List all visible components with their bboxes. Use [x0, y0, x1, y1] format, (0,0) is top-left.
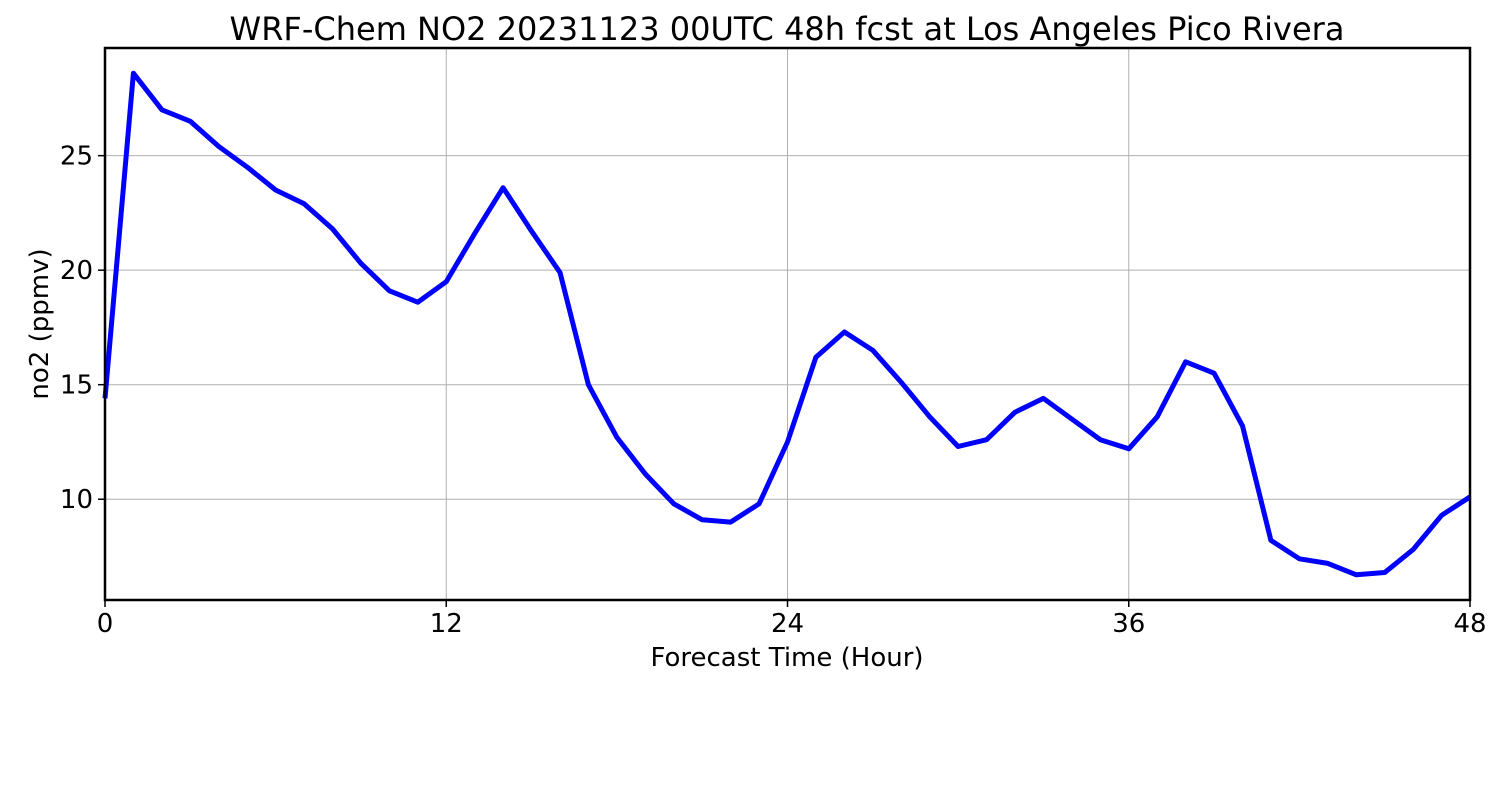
y-tick-label: 20 — [60, 256, 93, 286]
x-tick-label: 48 — [1453, 609, 1486, 639]
y-tick-label: 25 — [60, 142, 93, 172]
x-tick-label: 0 — [97, 609, 114, 639]
x-tick-label: 12 — [430, 609, 463, 639]
x-axis-label: Forecast Time (Hour) — [650, 643, 923, 673]
series-layer — [102, 70, 1472, 578]
y-tick-label: 10 — [60, 485, 93, 515]
y-axis-label: no2 (ppmv) — [25, 248, 55, 399]
y-tick-label: 15 — [60, 371, 93, 401]
no2-series-line — [102, 70, 1472, 578]
x-tick-label: 36 — [1112, 609, 1145, 639]
axis-ticks: 0 12 24 36 48 10 15 20 25 — [60, 142, 1487, 639]
x-tick-label: 24 — [771, 609, 804, 639]
plot-frame — [103, 46, 1472, 602]
chart-title: WRF-Chem NO2 20231123 00UTC 48h fcst at … — [230, 10, 1345, 48]
